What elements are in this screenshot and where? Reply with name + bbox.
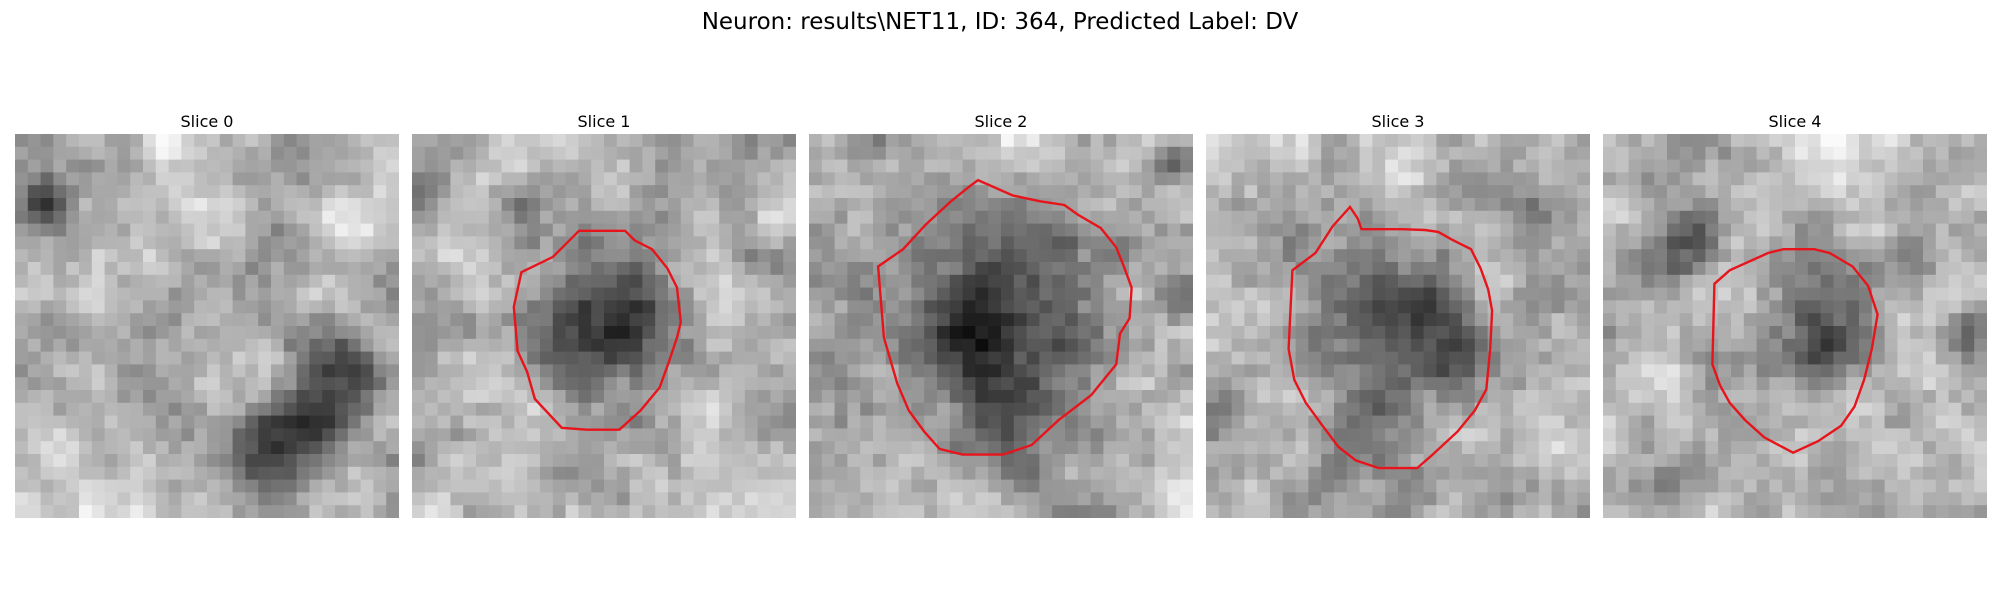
figure-title: Neuron: results\NET11, ID: 364, Predicte…: [701, 9, 1299, 35]
slice-panel-3: Slice 3: [1206, 112, 1590, 518]
pixel-grid: [809, 134, 1193, 518]
slice-3-image: [1206, 134, 1590, 518]
slice-3-title: Slice 3: [1371, 112, 1425, 131]
pixel-grid: [1206, 134, 1590, 518]
pixel-grid: [15, 134, 399, 518]
slice-0-title: Slice 0: [180, 112, 234, 131]
slice-panel-4: Slice 4: [1603, 112, 1987, 518]
slice-2-title: Slice 2: [974, 112, 1028, 131]
pixel-grid: [1603, 134, 1987, 518]
slice-1-image: [412, 134, 796, 518]
red-contour: [876, 178, 1133, 456]
slice-2-image: [809, 134, 1193, 518]
slice-panel-0: Slice 0: [15, 112, 399, 518]
slice-4-title: Slice 4: [1768, 112, 1822, 131]
slice-panel-1: Slice 1: [412, 112, 796, 518]
red-contour: [512, 229, 683, 431]
pixel-grid: [412, 134, 796, 518]
slice-1-title: Slice 1: [577, 112, 631, 131]
slice-0-image: [15, 134, 399, 518]
slice-4-image: [1603, 134, 1987, 518]
red-contour: [1711, 247, 1879, 455]
slice-panel-2: Slice 2: [809, 112, 1193, 518]
red-contour: [1287, 205, 1494, 470]
